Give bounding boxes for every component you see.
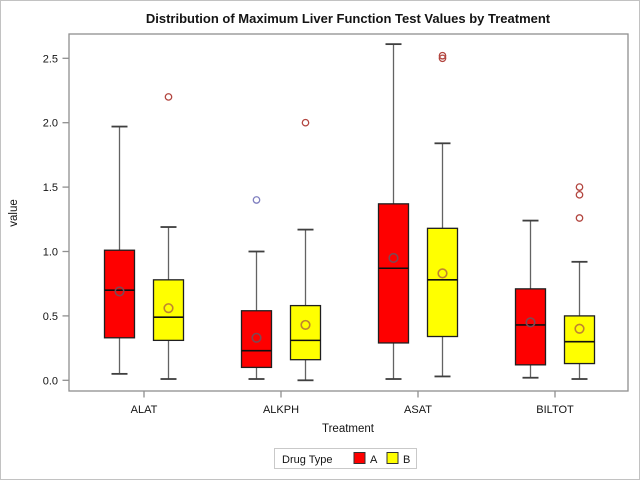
y-tick-label: 1.5 (43, 182, 58, 194)
iqr-box (514, 288, 547, 366)
mean-marker (114, 286, 125, 297)
mean-marker (525, 317, 536, 328)
legend: Drug Type A B (274, 448, 417, 469)
mean-marker (437, 268, 448, 279)
iqr-box (152, 279, 185, 342)
iqr-box (240, 310, 273, 369)
legend-swatch-a (353, 452, 366, 464)
y-tick-label: 2.0 (43, 118, 58, 130)
iqr-box (103, 249, 136, 339)
y-tick-label: 0.5 (43, 311, 58, 323)
y-axis-ticks: 0.0 0.5 1.0 1.5 2.0 2.5 (43, 53, 69, 387)
box-B-ASAT (426, 51, 459, 378)
y-axis-title: value (8, 199, 20, 227)
outlier-marker (252, 196, 261, 204)
mean-marker (388, 252, 399, 264)
box-B-ALAT (152, 93, 185, 380)
box-A-ALAT (103, 125, 136, 375)
outlier-marker (438, 54, 447, 63)
legend-label-b: B (403, 454, 410, 466)
outlier-marker (575, 190, 584, 199)
legend-swatch-b (386, 452, 399, 464)
outlier-marker (164, 93, 173, 101)
outlier-marker (575, 183, 584, 191)
mean-marker (251, 332, 262, 343)
outlier-marker (301, 118, 310, 127)
mean-marker (163, 303, 174, 314)
box-B-ALKPH (289, 118, 322, 382)
box-A-ASAT (377, 43, 410, 380)
legend-title: Drug Type (282, 454, 333, 466)
box-B-BILTOT (563, 183, 596, 380)
box-A-ALKPH (240, 196, 273, 380)
outlier-marker (575, 214, 584, 222)
box-series (103, 43, 596, 382)
iqr-box (426, 227, 459, 338)
mean-marker (300, 319, 311, 331)
legend-box (274, 448, 417, 469)
x-axis-title: Treatment (322, 423, 375, 435)
chart-title: Distribution of Maximum Liver Function T… (146, 11, 551, 26)
y-tick-label: 0.0 (43, 375, 58, 387)
mean-marker (574, 323, 585, 334)
box-A-BILTOT (514, 219, 547, 379)
plot-frame (68, 33, 629, 392)
iqr-box (377, 203, 410, 344)
iqr-box (289, 304, 322, 361)
outlier-marker (438, 51, 447, 60)
x-tick-label: ALAT (131, 404, 158, 416)
y-tick-label: 1.0 (43, 247, 58, 259)
legend-label-a: A (370, 454, 378, 466)
x-tick-label: BILTOT (536, 404, 574, 416)
x-axis-ticks: ALAT ALKPH ASAT BILTOT (131, 391, 574, 416)
iqr-box (563, 315, 596, 365)
y-tick-label: 2.5 (43, 53, 58, 65)
x-tick-label: ASAT (404, 404, 432, 416)
x-tick-label: ALKPH (263, 404, 299, 416)
